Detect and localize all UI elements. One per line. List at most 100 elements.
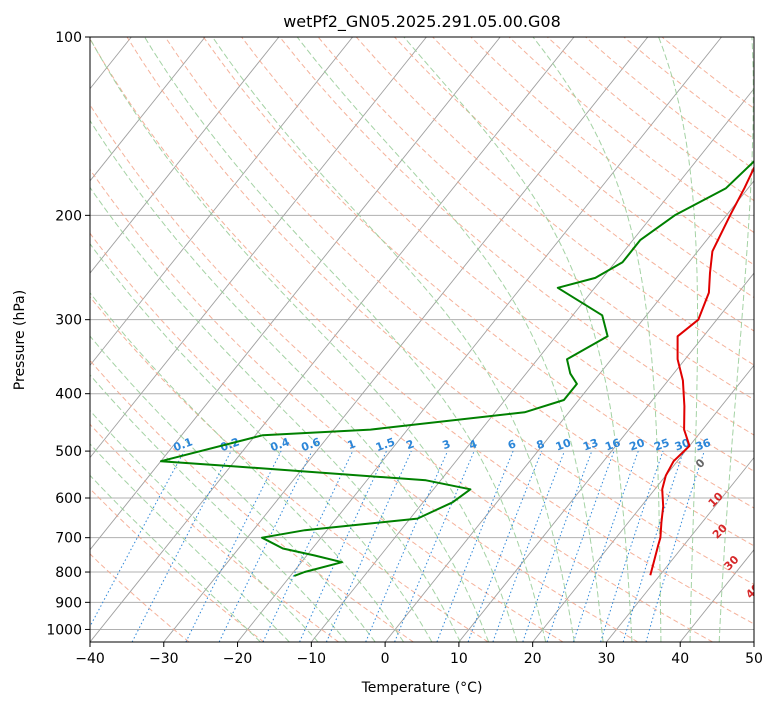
plot-area xyxy=(0,37,754,642)
x-tick-label: 40 xyxy=(671,651,689,667)
mixing-ratio-line xyxy=(90,450,185,628)
mixing-ratio-label: 1.5 xyxy=(374,435,397,454)
mixing-ratio-line xyxy=(185,450,282,642)
isotherm-line xyxy=(90,37,501,551)
moist-adiabat xyxy=(144,37,547,642)
y-tick-label: 700 xyxy=(55,531,82,547)
isotherm-line xyxy=(163,37,649,642)
y-tick-label: 800 xyxy=(55,565,82,581)
mixing-ratio-label: 13 xyxy=(581,436,600,453)
dry-adiabat xyxy=(355,37,754,366)
mixing-ratio-label: 1 xyxy=(346,437,358,452)
dewpoint-profile xyxy=(159,159,754,577)
isotherm-line xyxy=(90,37,280,274)
dry-adiabat xyxy=(90,553,190,642)
y-tick-label: 300 xyxy=(55,313,82,329)
mixing-ratio-line xyxy=(622,450,684,642)
mixing-ratio-line xyxy=(262,450,354,642)
y-tick-label: 1000 xyxy=(46,622,82,638)
moist-adiabat xyxy=(90,119,490,642)
y-tick-label: 200 xyxy=(55,208,82,224)
moist-adiabat xyxy=(90,186,461,642)
y-axis-label: Pressure (hPa) xyxy=(12,290,28,390)
mixing-ratio-label: 3 xyxy=(441,437,453,452)
y-tick-label: 100 xyxy=(55,30,82,46)
moist-adiabat-label: 30 xyxy=(722,553,742,573)
dry-adiabat xyxy=(279,37,754,436)
dry-adiabat xyxy=(90,296,489,642)
moist-adiabat xyxy=(212,37,575,642)
x-axis-label: Temperature (°C) xyxy=(361,680,483,696)
mixing-ratio-label: 25 xyxy=(652,436,671,453)
moist-adiabat xyxy=(90,243,433,642)
moist-adiabat xyxy=(532,37,662,642)
sounding-profiles xyxy=(159,159,754,577)
dry-adiabat xyxy=(508,37,754,234)
x-tick-label: −30 xyxy=(149,651,179,667)
mixing-ratio-label: 2 xyxy=(404,437,416,452)
isotherm-line xyxy=(384,180,754,642)
y-tick-label: 500 xyxy=(55,444,82,460)
mixing-ratio-line xyxy=(645,450,705,642)
isotherm-line xyxy=(606,456,754,642)
mixing-ratio-label: 0.1 xyxy=(172,435,195,454)
isotherm-line xyxy=(532,364,754,642)
isotherm-line xyxy=(90,37,206,182)
moist-adiabat xyxy=(658,37,699,642)
x-axis: −40 −30 −20 −10 0 10 20 30 40 50 xyxy=(75,642,763,667)
x-tick-label: −10 xyxy=(297,651,327,667)
moist-adiabat xyxy=(90,374,348,642)
dry-adiabat xyxy=(90,359,414,642)
moist-adiabat xyxy=(90,474,261,642)
moist-adiabat xyxy=(90,443,290,642)
mixing-ratio-label: 20 xyxy=(628,436,647,454)
mixing-ratio-label: 16 xyxy=(603,436,622,454)
mixing-ratio-line xyxy=(522,450,593,642)
mixing-ratio-line xyxy=(436,450,514,642)
y-tick-label: 600 xyxy=(55,491,82,507)
dry-adiabat xyxy=(164,37,754,547)
isotherm-line xyxy=(458,272,754,642)
isotherm-line xyxy=(310,87,754,642)
moist-adiabat xyxy=(403,37,633,642)
dry-adiabat xyxy=(317,37,754,401)
y-tick-label: 400 xyxy=(55,387,82,403)
moist-adiabat xyxy=(90,409,319,642)
mixing-ratio-line xyxy=(218,450,313,642)
x-tick-label: 0 xyxy=(381,651,390,667)
mixing-ratio-line xyxy=(394,450,475,642)
mixing-ratio-label: 6 xyxy=(506,437,518,452)
moist-adiabat xyxy=(90,37,518,642)
moist-adiabat xyxy=(90,292,405,642)
dry-adiabat xyxy=(585,37,754,171)
temperature-profile xyxy=(649,165,754,576)
plot-frame xyxy=(89,36,755,643)
dry-adiabat xyxy=(90,488,265,642)
dry-adiabat xyxy=(241,37,754,472)
x-tick-label: 50 xyxy=(745,651,763,667)
mixing-ratio-label: 0.6 xyxy=(299,435,322,454)
dry-adiabat xyxy=(90,423,339,642)
mixing-ratio-label: 36 xyxy=(694,436,713,454)
mixing-ratio-label: 8 xyxy=(535,437,547,452)
moist-adiabat xyxy=(296,37,604,642)
dry-adiabat xyxy=(394,37,754,332)
x-tick-label: −20 xyxy=(223,651,253,667)
moist-adiabat-label: 20 xyxy=(710,521,730,541)
isotherm-line xyxy=(90,37,427,459)
y-axis: 100 200 300 400 500 600 700 800 900 1000 xyxy=(46,30,90,638)
isotherm-line xyxy=(90,37,575,642)
moist-adiabat xyxy=(90,335,376,642)
isotherm-line xyxy=(237,37,722,642)
mixing-ratio-line xyxy=(325,450,412,642)
dry-adiabat xyxy=(202,37,754,509)
isotherm-line xyxy=(0,37,58,642)
y-tick-label: 900 xyxy=(55,595,82,611)
moist-adiabat xyxy=(718,37,754,642)
mixing-ratio-line xyxy=(546,450,615,642)
x-tick-label: 10 xyxy=(450,651,468,667)
isotherm-line xyxy=(679,549,754,642)
mixing-ratio-line xyxy=(365,450,449,642)
moist-adiabat-label: 0 xyxy=(693,456,708,471)
